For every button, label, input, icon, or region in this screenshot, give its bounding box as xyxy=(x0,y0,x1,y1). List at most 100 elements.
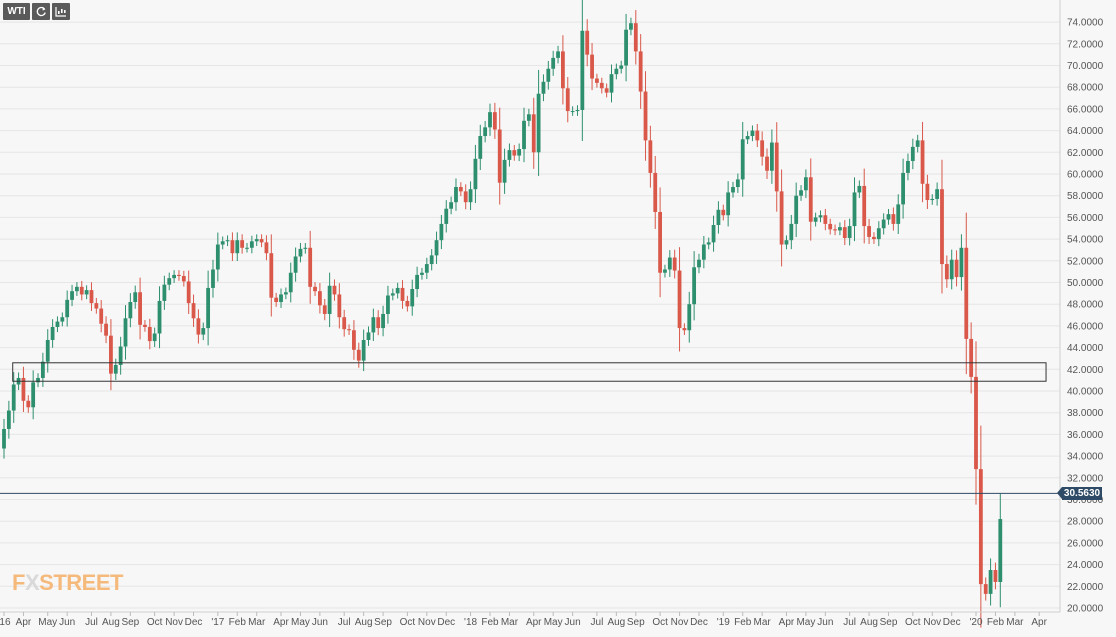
x-tick-label: Nov xyxy=(418,617,436,628)
candle-body xyxy=(225,240,230,242)
candle-body xyxy=(925,183,930,201)
candle-body xyxy=(599,82,604,89)
candle-body xyxy=(181,275,186,282)
candle-body xyxy=(765,156,769,171)
candle-body xyxy=(823,215,828,224)
candle-body xyxy=(318,291,322,306)
y-tick-label: 44.0000 xyxy=(1067,343,1104,354)
candle-body xyxy=(21,377,26,401)
candle-body xyxy=(940,189,944,265)
candle-body xyxy=(672,257,677,271)
refresh-icon[interactable] xyxy=(32,3,50,20)
candle-body xyxy=(784,240,789,245)
candle-body xyxy=(551,57,556,69)
candle-body xyxy=(288,272,293,293)
candle-body xyxy=(959,247,964,278)
candle-body xyxy=(667,257,672,270)
candle-body xyxy=(201,328,206,335)
candle-body xyxy=(424,264,429,273)
x-tick-label: Aug xyxy=(860,617,878,628)
candle-body xyxy=(969,338,974,377)
candle-body xyxy=(99,308,104,324)
candle-body xyxy=(930,198,935,201)
y-tick-label: 62.0000 xyxy=(1067,148,1104,159)
candle-body xyxy=(410,289,415,307)
candle-body xyxy=(274,297,279,303)
candlestick-chart-icon[interactable] xyxy=(52,3,70,20)
candle-body xyxy=(901,172,905,205)
candle-body xyxy=(220,241,225,245)
candle-body xyxy=(356,349,361,361)
candle-body xyxy=(731,187,735,193)
candle-body xyxy=(104,323,108,336)
candle-body xyxy=(468,189,473,203)
candle-body xyxy=(701,244,706,260)
candles xyxy=(2,0,1003,628)
candle-body xyxy=(789,223,794,241)
candle-body xyxy=(526,114,531,121)
candle-body xyxy=(420,272,424,275)
y-tick-label: 42.0000 xyxy=(1067,365,1104,376)
candle-body xyxy=(949,259,954,280)
x-tick-label: Dec xyxy=(185,617,203,628)
candle-body xyxy=(283,292,288,295)
candle-body xyxy=(619,65,624,69)
y-tick-label: 50.0000 xyxy=(1067,278,1104,289)
x-tick-label: Apr xyxy=(526,617,542,628)
y-tick-label: 48.0000 xyxy=(1067,300,1104,311)
candle-body xyxy=(697,259,701,268)
candle-body xyxy=(944,264,949,280)
candle-body xyxy=(745,136,750,140)
candle-body xyxy=(2,428,6,449)
x-tick-label: Nov xyxy=(671,617,689,628)
candle-body xyxy=(862,185,867,227)
candle-body xyxy=(94,303,99,309)
candle-body xyxy=(906,160,910,173)
candle-body xyxy=(974,376,978,470)
candle-body xyxy=(886,214,891,220)
y-tick-label: 24.0000 xyxy=(1067,560,1104,571)
x-tick-label: Sep xyxy=(880,617,898,628)
x-tick-label: Feb xyxy=(987,617,1005,628)
candle-body xyxy=(740,139,745,180)
candle-body xyxy=(473,158,478,190)
candle-body xyxy=(507,150,512,160)
candle-body xyxy=(629,23,633,30)
x-tick-label: Apr xyxy=(779,617,795,628)
candle-body xyxy=(264,242,269,254)
candle-body xyxy=(113,364,118,374)
current-price-tag: 30.5630 xyxy=(1057,486,1102,500)
candle-body xyxy=(390,293,395,296)
candle-body xyxy=(133,292,138,303)
candle-body xyxy=(254,239,259,242)
candle-body xyxy=(458,187,463,192)
candle-body xyxy=(332,285,337,295)
y-tick-label: 64.0000 xyxy=(1067,126,1104,137)
candle-body xyxy=(935,189,940,199)
candle-body xyxy=(211,269,215,288)
candle-body xyxy=(638,51,643,92)
candle-body xyxy=(177,274,181,276)
symbol-button[interactable]: WTI xyxy=(3,3,30,20)
candle-body xyxy=(449,202,454,209)
x-tick-label: Dec xyxy=(690,617,708,628)
candle-body xyxy=(36,377,40,383)
y-tick-label: 58.0000 xyxy=(1067,191,1104,202)
candle-body xyxy=(769,142,774,171)
x-tick-label: Nov xyxy=(165,617,183,628)
candle-body xyxy=(658,211,662,273)
x-tick-label: May xyxy=(544,617,563,628)
candle-body xyxy=(40,361,45,378)
candle-body xyxy=(376,317,381,329)
candle-body xyxy=(915,140,920,147)
candle-body xyxy=(347,329,351,331)
candle-body xyxy=(838,227,842,231)
candle-body xyxy=(590,54,594,79)
candle-body xyxy=(235,240,240,254)
candle-body xyxy=(75,286,79,292)
candle-body xyxy=(735,179,740,188)
candle-body xyxy=(779,191,784,245)
candle-body xyxy=(196,318,201,335)
candle-body xyxy=(342,317,347,330)
